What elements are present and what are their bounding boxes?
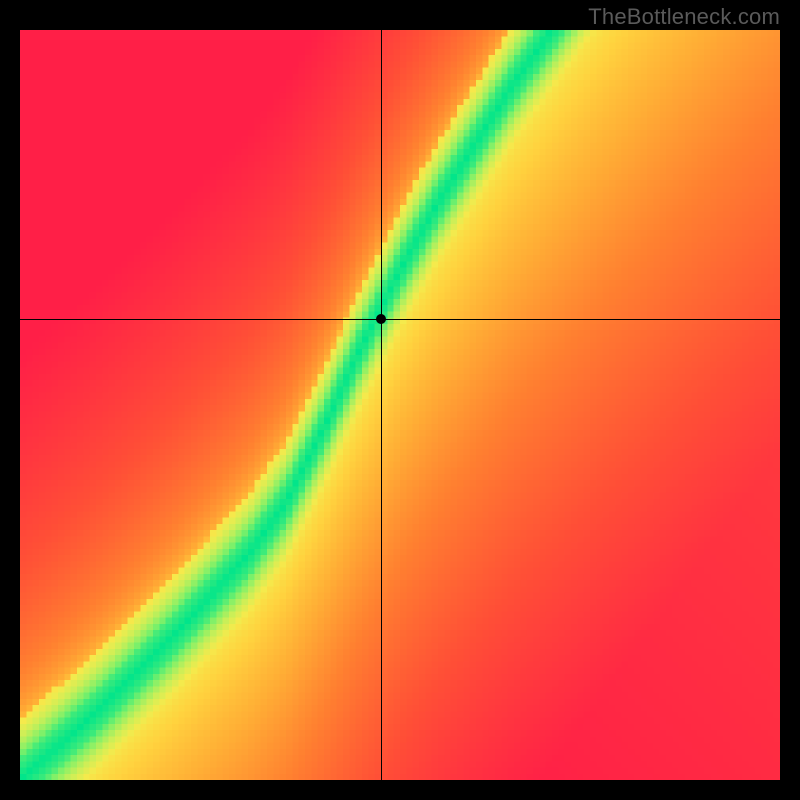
figure-container: TheBottleneck.com	[0, 0, 800, 800]
crosshair-dot	[376, 314, 386, 324]
plot-area	[20, 30, 780, 780]
watermark-label: TheBottleneck.com	[588, 4, 780, 30]
crosshair-vertical	[381, 30, 382, 780]
heatmap-canvas	[20, 30, 780, 780]
crosshair-horizontal	[20, 319, 780, 320]
